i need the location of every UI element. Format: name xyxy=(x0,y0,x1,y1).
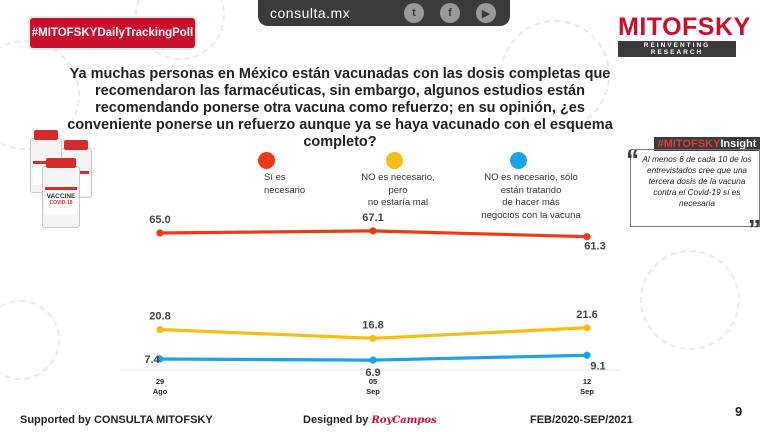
legend-label: NO es necesario, pero no estaría mal xyxy=(361,172,435,208)
x-tick-month-1: Sep xyxy=(366,387,380,396)
legend-label: Sí es necesario xyxy=(264,172,306,196)
data-point-s0-0 xyxy=(156,229,164,237)
background-virus-decoration xyxy=(640,250,740,350)
data-point-s1-1 xyxy=(369,334,377,342)
brand-tagline: REINVENTING RESEARCH xyxy=(618,41,736,57)
data-label-s1-0: 20.8 xyxy=(149,311,170,323)
facebook-icon[interactable]: f xyxy=(440,3,460,23)
open-quote-icon: “ xyxy=(626,144,639,174)
page-number: 9 xyxy=(735,404,743,419)
x-tick-month-0: Ago xyxy=(153,387,168,396)
brand-name: MITOFSKY xyxy=(618,13,751,41)
data-point-s0-1 xyxy=(369,227,377,235)
data-point-s1-0 xyxy=(156,325,164,334)
background-virus-decoration xyxy=(500,20,610,130)
footer-designed: Designed by RoyCampos xyxy=(303,414,437,426)
legend-label: NO es necesario, sólo están tratando de … xyxy=(481,172,581,221)
youtube-icon[interactable]: ▶ xyxy=(476,3,496,23)
data-point-s2-2 xyxy=(583,351,591,359)
legend-dot xyxy=(510,152,527,169)
data-label-s1-1: 16.8 xyxy=(362,319,383,331)
twitter-icon[interactable]: t xyxy=(404,3,424,23)
data-label-s2-1: 6.9 xyxy=(365,367,380,379)
insight-box: #MITOFSKYInsight Al menos 6 de cada 10 d… xyxy=(626,137,761,242)
data-label-s0-1: 67.1 xyxy=(362,212,383,224)
x-tick-month-2: Sep xyxy=(580,387,594,396)
survey-question: Ya muchas personas en México están vacun… xyxy=(67,66,613,150)
data-point-s1-2 xyxy=(583,324,591,332)
site-link[interactable]: consulta.mx xyxy=(270,5,351,21)
close-quote-icon: ” xyxy=(748,214,761,244)
data-label-s2-0: 7.4 xyxy=(144,354,160,366)
x-tick-day-2: 12 xyxy=(583,377,591,386)
vial-subtext: COVID-19 xyxy=(49,200,73,206)
x-tick-day-0: 29 xyxy=(156,377,164,386)
x-tick-day-1: 05 xyxy=(369,377,377,386)
data-point-s0-2 xyxy=(583,233,591,241)
data-label-s2-2: 9.1 xyxy=(590,360,605,372)
hashtag-badge: #MITOFSKYDailyTrackingPoll xyxy=(30,18,195,48)
vaccine-vials-illustration: VACCINE COVID-19 xyxy=(20,130,110,230)
footer-supported: Supported by CONSULTA MITOFSKY xyxy=(20,414,213,426)
footer-period: FEB/2020-SEP/2021 xyxy=(530,414,633,426)
data-point-s2-0 xyxy=(156,355,164,363)
data-point-s2-1 xyxy=(369,356,377,364)
data-label-s1-2: 21.6 xyxy=(576,309,597,321)
insight-hashtag: #MITOFSKYInsight xyxy=(654,137,760,151)
legend-dot xyxy=(258,152,275,169)
top-bar: consulta.mx t f ▶ xyxy=(258,0,510,26)
data-label-s0-2: 61.3 xyxy=(584,241,605,253)
vaccine-vial-icon: VACCINE COVID-19 xyxy=(42,158,80,228)
data-label-s0-0: 65.0 xyxy=(149,214,170,226)
legend-dot xyxy=(386,152,403,169)
insight-text: Al menos 6 de cada 10 de los entrevistad… xyxy=(630,149,760,227)
vial-text: VACCINE xyxy=(46,193,76,200)
designer-signature: RoyCampos xyxy=(371,415,437,426)
mitofsky-logo: MITOFSKY REINVENTING RESEARCH xyxy=(618,13,751,57)
